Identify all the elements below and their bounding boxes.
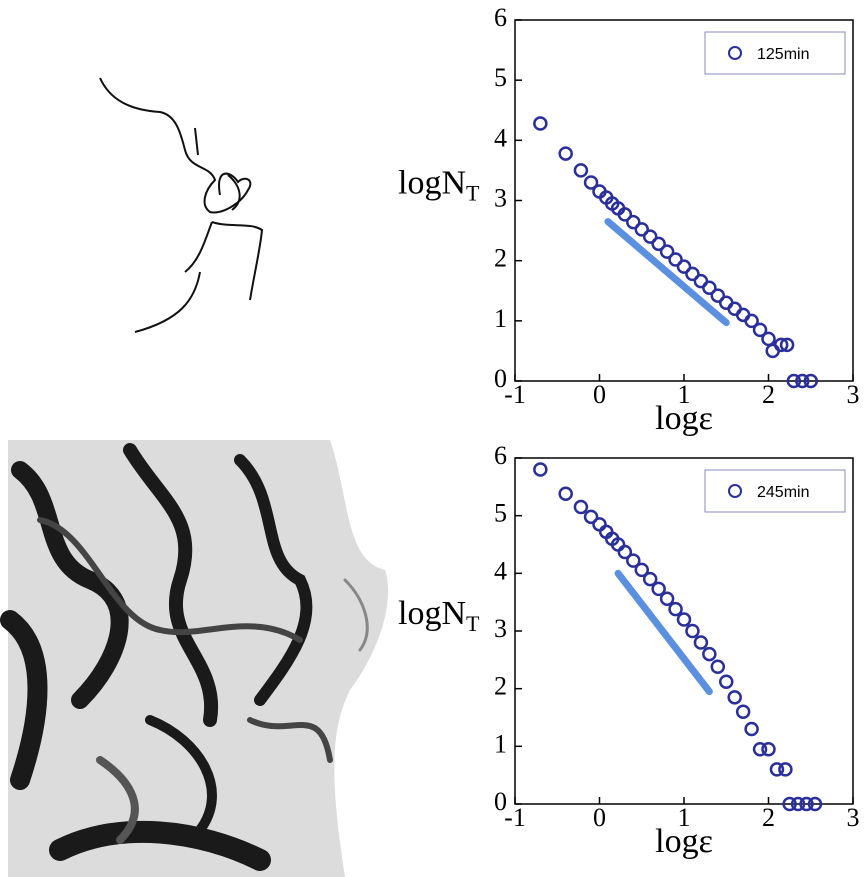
bottom-texture — [0, 440, 389, 877]
point — [642, 229, 658, 244]
point — [761, 331, 776, 347]
point — [634, 222, 649, 237]
point — [583, 509, 599, 525]
y-tick-label: 2 — [494, 244, 507, 273]
point — [765, 343, 780, 359]
point — [651, 236, 666, 252]
point — [807, 796, 823, 812]
x-tick-label: 1 — [678, 803, 691, 832]
point — [668, 252, 683, 267]
x-tick-label: 2 — [762, 380, 775, 409]
point — [778, 762, 793, 777]
point — [642, 571, 658, 587]
y-axis-label-subscript: T — [466, 611, 480, 636]
x-tick-label: 0 — [593, 380, 606, 409]
point — [799, 796, 814, 812]
point — [779, 337, 795, 353]
point — [710, 659, 726, 675]
x-tick-label: 0 — [593, 803, 606, 832]
legend-label: 125min — [757, 46, 809, 63]
point — [558, 486, 573, 502]
point — [693, 635, 709, 650]
y-tick-label: 0 — [494, 364, 507, 393]
y-tick-label: 1 — [494, 304, 507, 333]
y-tick-label: 4 — [494, 556, 507, 585]
point — [769, 762, 785, 777]
point — [685, 266, 700, 282]
point — [617, 207, 633, 222]
x-tick-label: -1 — [504, 380, 526, 409]
point — [744, 721, 759, 737]
top-drawing — [99, 77, 264, 333]
y-tick-label: 0 — [494, 787, 507, 816]
point — [786, 373, 802, 389]
x-tick-label: -1 — [504, 803, 526, 832]
point — [626, 553, 641, 568]
y-axis-label-main: logN — [398, 595, 466, 632]
point — [782, 796, 797, 812]
y-axis-label: logNT — [398, 595, 480, 636]
point — [573, 163, 589, 178]
point — [719, 674, 734, 689]
y-tick-label: 3 — [494, 614, 507, 643]
point — [752, 322, 768, 338]
reference-line — [614, 569, 713, 696]
legend-label: 245min — [757, 484, 809, 501]
point — [676, 259, 692, 274]
point — [583, 175, 599, 190]
point — [592, 517, 607, 532]
y-tick-label: 4 — [494, 123, 507, 152]
point — [626, 214, 641, 230]
y-axis-label-main: logN — [398, 164, 466, 201]
point — [702, 280, 717, 295]
point — [617, 544, 633, 560]
point — [744, 313, 759, 329]
point — [773, 337, 789, 353]
reference-line — [604, 218, 730, 327]
x-axis-label: logε — [655, 823, 713, 860]
y-tick-label: 5 — [494, 499, 507, 528]
point — [803, 373, 818, 389]
point — [533, 116, 548, 131]
y-tick-label: 5 — [494, 63, 507, 92]
point — [727, 301, 742, 317]
point — [573, 499, 589, 515]
point — [761, 741, 776, 757]
y-tick-label: 1 — [494, 729, 507, 758]
point — [659, 591, 675, 606]
y-tick-label: 6 — [494, 441, 507, 470]
point — [719, 295, 734, 311]
x-tick-label: 3 — [847, 803, 860, 832]
point — [651, 581, 666, 597]
point — [727, 690, 742, 705]
y-axis-label-subscript: T — [466, 181, 480, 206]
point — [735, 704, 751, 719]
y-tick-label: 2 — [494, 672, 507, 701]
point — [676, 612, 692, 627]
point — [735, 307, 751, 323]
legend-marker — [728, 46, 742, 60]
point — [634, 562, 649, 578]
point — [790, 796, 806, 812]
x-tick-label: 2 — [762, 803, 775, 832]
x-axis-label: logε — [655, 400, 713, 437]
y-axis-label: logNT — [398, 164, 480, 205]
point — [668, 601, 683, 617]
point — [752, 741, 768, 757]
point — [558, 146, 573, 161]
point — [533, 462, 548, 477]
y-tick-label: 3 — [494, 183, 507, 212]
y-tick-label: 6 — [494, 3, 507, 32]
x-tick-label: 3 — [847, 380, 860, 409]
legend-marker — [728, 484, 742, 498]
x-tick-label: 1 — [678, 380, 691, 409]
point — [702, 646, 717, 662]
point — [685, 623, 700, 639]
point — [710, 288, 726, 303]
point — [659, 244, 675, 259]
point — [795, 373, 810, 389]
